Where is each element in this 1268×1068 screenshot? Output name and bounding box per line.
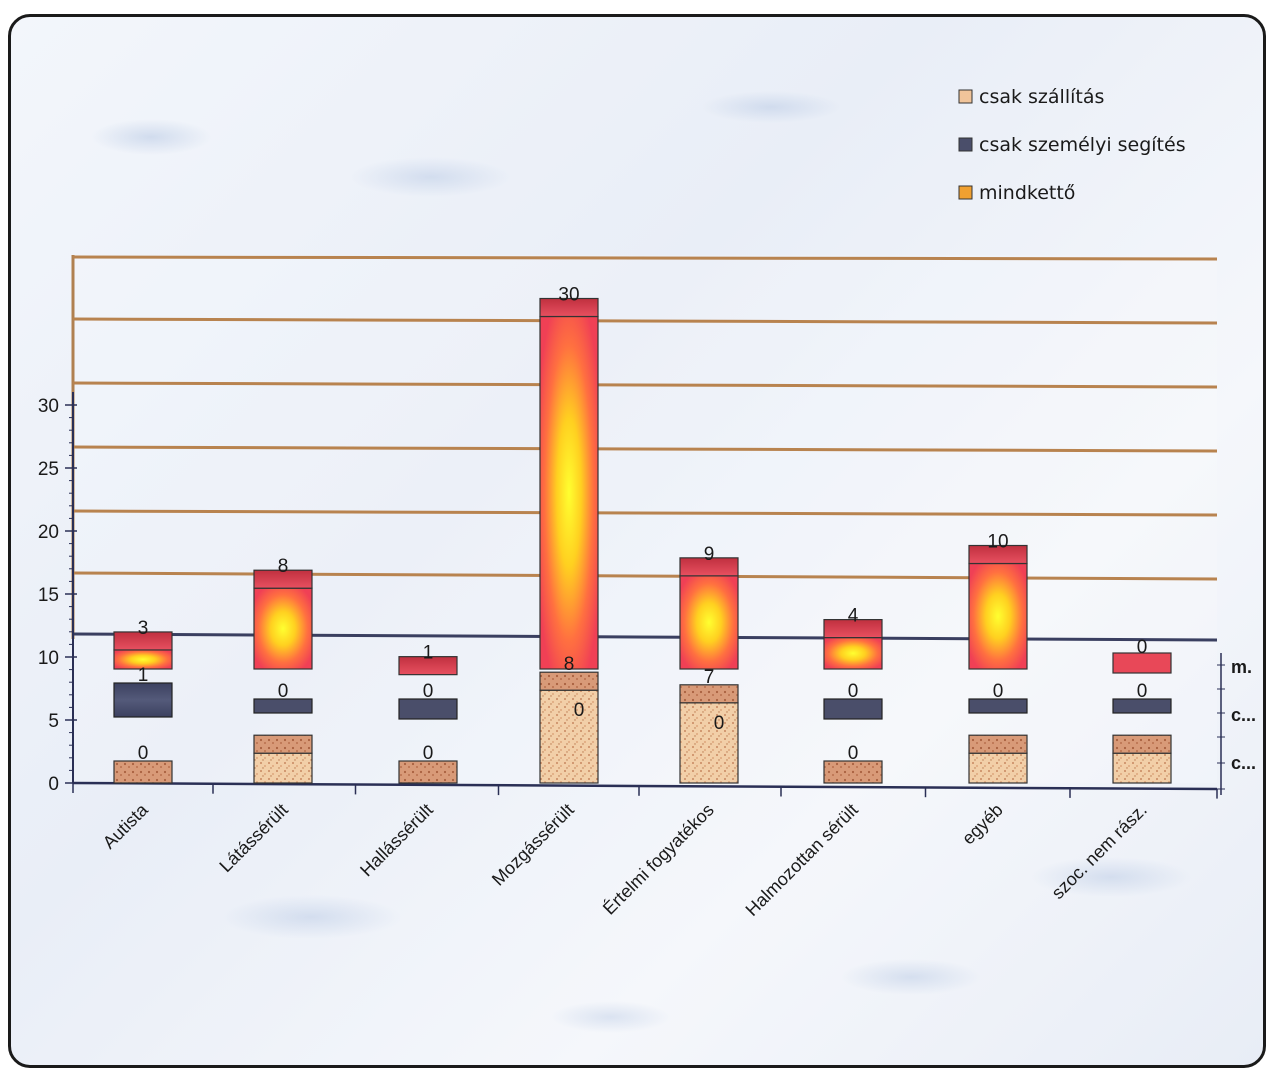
gridlines	[71, 255, 1218, 783]
bar-csak-szallitas	[679, 702, 739, 784]
category-label-2: Hallássérült	[356, 800, 437, 881]
value-label-bottom: 0	[714, 713, 725, 734]
value-label-mindketto: 10	[987, 532, 1008, 553]
value-label-csak-szallitas: 0	[138, 743, 149, 764]
bar-mindketto-cap	[398, 656, 458, 676]
y-tick-label-4: 20	[38, 522, 59, 543]
legend-label-1: csak személyi segítés	[979, 134, 1186, 156]
y-tick-label-1: 5	[48, 711, 59, 732]
plot-area	[73, 255, 1217, 783]
value-label-csak-szemelyi: 0	[278, 681, 289, 702]
value-label-csak-szemelyi: 0	[848, 681, 859, 702]
value-label-csak-szallitas: 0	[423, 743, 434, 764]
value-label-mindketto: 4	[848, 606, 859, 627]
bar-mindketto	[679, 575, 739, 670]
side-labels: m. c... c...	[1231, 657, 1256, 773]
bar-csak-szallitas	[823, 760, 883, 784]
bar-mindketto	[253, 587, 313, 670]
value-label-mindketto: 9	[704, 544, 715, 565]
value-label-csak-szemelyi: 0	[423, 681, 434, 702]
value-label-csak-szemelyi: 0	[564, 17, 575, 22]
value-label-mindketto: 1	[423, 643, 434, 664]
legend-label-2: mindkettő	[979, 182, 1075, 204]
value-label-mindketto: 8	[278, 556, 289, 577]
value-label-bottom: 0	[574, 700, 585, 721]
bar-csak-szallitas	[398, 760, 458, 784]
y-tick-label-3: 15	[38, 585, 59, 606]
bar-csak-szallitas-cap	[968, 734, 1028, 754]
legend-swatch-0	[958, 89, 973, 104]
y-tick-label-2: 10	[38, 648, 59, 669]
bar-mindketto-cap	[823, 618, 883, 639]
x-axis-line	[72, 781, 1218, 791]
y-tick-label-0: 0	[48, 774, 59, 795]
bar-csak-szallitas-cap	[253, 734, 313, 754]
gridline-1	[72, 317, 1218, 325]
bar-mindketto	[539, 315, 599, 670]
gridline-2	[72, 381, 1218, 389]
value-label-csak-szemelyi: 0	[993, 681, 1004, 702]
bar-mindketto-cap	[113, 631, 173, 651]
category-label-4: Értelmi fogyatékos	[599, 800, 718, 919]
bar-csak-szallitas-cap	[539, 671, 599, 691]
bar-csak-szallitas-cap	[1112, 734, 1172, 754]
value-label-mindketto: 0	[1137, 637, 1148, 658]
bar-csak-szemelyi-segites	[968, 698, 1028, 714]
value-label-mindketto: 30	[558, 285, 579, 306]
side-label-1: c...	[1231, 705, 1256, 725]
category-label-0: Autista	[99, 799, 153, 853]
value-label-mindketto: 3	[138, 618, 149, 639]
bar-csak-szallitas	[968, 752, 1028, 784]
gridline-0	[72, 255, 1218, 261]
bar-csak-szallitas	[253, 752, 313, 784]
category-label-7: szoc. nem rász.	[1048, 800, 1151, 903]
bar-mindketto	[823, 636, 883, 670]
bar-mindketto-cap	[679, 557, 739, 577]
legend-swatch-1	[958, 137, 973, 152]
legend-label-0: csak szállítás	[979, 86, 1104, 108]
bar-csak-szallitas-cap	[679, 684, 739, 704]
value-label-csak-szemelyi: 0	[1137, 681, 1148, 702]
bar-csak-szallitas	[539, 689, 599, 784]
bar-csak-szemelyi-segites	[113, 682, 173, 718]
value-label-csak-szemelyi: 0	[704, 17, 715, 22]
bars	[113, 297, 1172, 784]
side-label-2: c...	[1231, 753, 1256, 773]
legend-swatch-2	[958, 185, 973, 200]
value-label-csak-szallitas: 0	[848, 743, 859, 764]
category-label-3: Mozgássérült	[488, 800, 578, 890]
side-label-0: m.	[1231, 657, 1252, 677]
data-labels: 0130800180030700900401000	[138, 17, 1148, 764]
bar-csak-szallitas	[1112, 752, 1172, 784]
bar-mindketto-cap	[968, 544, 1028, 565]
value-label-csak-szemelyi: 1	[138, 665, 149, 686]
bar-csak-szemelyi-segites	[823, 698, 883, 720]
chart-svg: csak szállítás csak személyi segítés mindk…	[38, 17, 1256, 920]
category-label-1: Látássérült	[215, 800, 291, 876]
bar-mindketto-cap	[253, 569, 313, 589]
gridline-3	[72, 445, 1218, 453]
legend: csak szállítás csak személyi segítés mindk…	[958, 86, 1186, 204]
y-tick-label-5: 25	[38, 459, 59, 480]
value-label-csak-szallitas: 7	[704, 667, 715, 688]
bar-csak-szemelyi-segites	[253, 698, 313, 714]
bar-csak-szemelyi-segites	[398, 698, 458, 720]
category-label-5: Halmozottan sérült	[742, 800, 862, 920]
bar-csak-szallitas	[113, 760, 173, 784]
chart-frame: csak szállítás csak személyi segítés mindk…	[8, 14, 1266, 1068]
bar-mindketto	[1112, 652, 1172, 674]
bar-mindketto-cap	[539, 297, 599, 318]
y-tick-label-6: 30	[38, 396, 59, 417]
category-label-6: egyéb	[958, 800, 1007, 849]
bar-csak-szemelyi-segites	[1112, 698, 1172, 714]
gridline-4	[72, 509, 1218, 517]
bar-mindketto	[968, 562, 1028, 670]
value-label-csak-szallitas: 8	[564, 654, 575, 675]
